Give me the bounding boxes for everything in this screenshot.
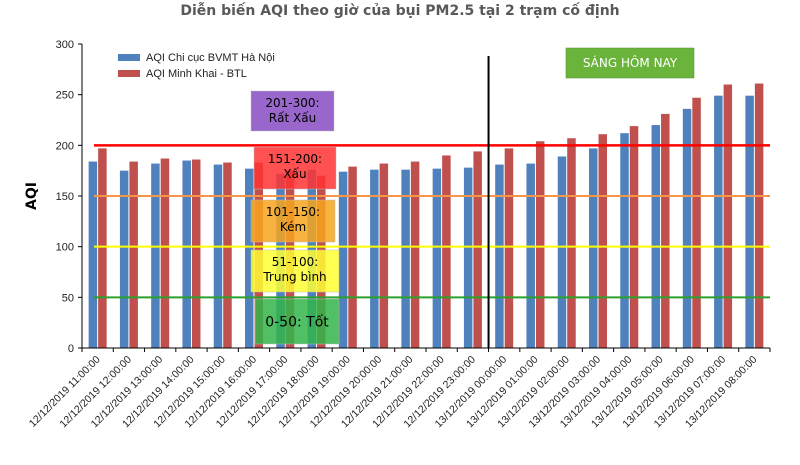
bar-chi-cuc-8 bbox=[338, 171, 348, 348]
aqi-band-range-1: 151-200: bbox=[268, 152, 322, 166]
legend-swatch-0 bbox=[118, 54, 140, 61]
bar-minh-khai-14 bbox=[535, 141, 545, 348]
bar-chi-cuc-20 bbox=[714, 95, 723, 349]
aqi-band-box-2 bbox=[250, 199, 336, 243]
bar-chi-cuc-19 bbox=[682, 108, 692, 348]
bar-minh-khai-20 bbox=[723, 84, 733, 349]
bar-minh-khai-3 bbox=[191, 159, 201, 348]
y-tick-label-100: 100 bbox=[56, 242, 74, 254]
bar-chi-cuc-1 bbox=[119, 170, 129, 348]
y-tick-label-150: 150 bbox=[56, 191, 74, 203]
aqi-band-box-3 bbox=[250, 249, 340, 293]
aqi-band-label-4: 0-50: Tốt bbox=[265, 314, 329, 331]
aqi-band-range-0: 201-300: bbox=[265, 96, 319, 110]
bar-minh-khai-1 bbox=[129, 161, 138, 348]
bar-chi-cuc-15 bbox=[557, 156, 567, 348]
bar-chi-cuc-16 bbox=[589, 148, 598, 348]
bar-minh-khai-15 bbox=[567, 138, 576, 348]
bar-chi-cuc-2 bbox=[151, 163, 160, 348]
bar-minh-khai-4 bbox=[223, 162, 232, 348]
aqi-band-name-0: Rất Xấu bbox=[269, 111, 316, 125]
aqi-band-box-4 bbox=[254, 298, 340, 345]
bar-minh-khai-19 bbox=[692, 97, 701, 348]
legend-label-1: AQI Minh Khai - BTL bbox=[146, 68, 247, 80]
bar-minh-khai-8 bbox=[348, 166, 357, 348]
aqi-band-name-2: Kém bbox=[280, 220, 306, 234]
aqi-band-name-3: Trung bình bbox=[262, 270, 326, 284]
bar-minh-khai-16 bbox=[598, 134, 607, 348]
y-tick-label-250: 250 bbox=[56, 90, 74, 102]
y-tick-label-300: 300 bbox=[56, 39, 74, 51]
aqi-band-box-0 bbox=[250, 90, 335, 132]
bar-chi-cuc-10 bbox=[401, 169, 410, 348]
bar-chi-cuc-17 bbox=[620, 133, 629, 348]
bar-chi-cuc-5 bbox=[245, 168, 254, 348]
bar-chi-cuc-0 bbox=[88, 161, 98, 348]
bar-minh-khai-10 bbox=[410, 161, 420, 348]
y-tick-label-0: 0 bbox=[68, 343, 74, 355]
aqi-band-range-3: 51-100: bbox=[272, 255, 319, 269]
bar-chi-cuc-12 bbox=[463, 167, 473, 348]
bar-chi-cuc-11 bbox=[432, 168, 442, 348]
annotation-box bbox=[565, 47, 695, 79]
bar-chi-cuc-21 bbox=[745, 95, 754, 349]
bar-minh-khai-11 bbox=[442, 155, 451, 348]
y-axis-label: AQI bbox=[24, 182, 40, 210]
bar-minh-khai-2 bbox=[160, 158, 170, 348]
annotation-text: SÁNG HÔM NAY bbox=[583, 55, 678, 70]
bar-chi-cuc-9 bbox=[370, 169, 379, 348]
y-tick-label-50: 50 bbox=[62, 292, 74, 304]
aqi-band-range-2: 101-150: bbox=[266, 205, 320, 219]
bar-minh-khai-18 bbox=[661, 113, 670, 348]
bar-minh-khai-17 bbox=[629, 126, 639, 348]
y-tick-label-200: 200 bbox=[56, 140, 74, 152]
chart-title: Diễn biến AQI theo giờ của bụi PM2.5 tại… bbox=[180, 2, 619, 19]
bar-minh-khai-9 bbox=[379, 163, 389, 348]
bar-chi-cuc-13 bbox=[495, 164, 504, 348]
bar-chi-cuc-14 bbox=[526, 163, 535, 348]
bar-minh-khai-13 bbox=[504, 148, 514, 348]
bar-chi-cuc-18 bbox=[651, 125, 661, 348]
aqi-band-name-1: Xấu bbox=[283, 167, 306, 181]
bar-minh-khai-0 bbox=[98, 148, 107, 348]
aqi-band-box-1 bbox=[253, 146, 337, 190]
legend-swatch-1 bbox=[118, 70, 140, 77]
bar-minh-khai-21 bbox=[754, 83, 764, 349]
bar-chi-cuc-3 bbox=[182, 160, 191, 348]
bar-minh-khai-12 bbox=[473, 151, 482, 348]
bar-chi-cuc-4 bbox=[213, 164, 223, 348]
legend-label-0: AQI Chi cục BVMT Hà Nội bbox=[146, 52, 275, 64]
